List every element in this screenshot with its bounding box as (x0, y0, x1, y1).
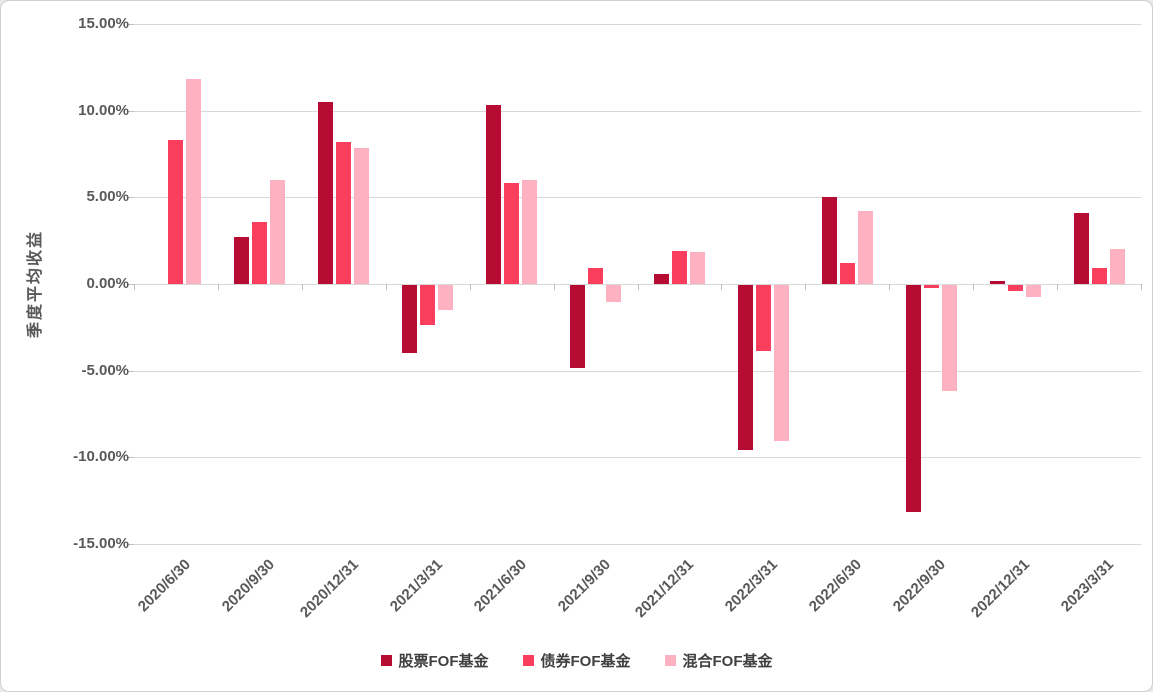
bar (270, 180, 286, 284)
bar (438, 285, 454, 311)
legend-swatch-icon (380, 655, 392, 666)
legend-label: 股票FOF基金 (398, 653, 489, 670)
x-axis-tick (1057, 284, 1059, 290)
bar (941, 285, 957, 391)
x-tick-label: 2022/9/30 (890, 556, 950, 616)
bar (1073, 212, 1089, 284)
x-axis-tick (134, 284, 135, 290)
bar (420, 285, 436, 325)
gridline (134, 24, 1141, 25)
bar (588, 268, 604, 284)
bar (486, 104, 502, 284)
bar (755, 285, 771, 351)
bar (168, 140, 184, 284)
gridline (134, 544, 1141, 545)
x-axis-tick (889, 284, 891, 290)
x-tick-label: 2022/3/31 (722, 556, 782, 616)
bar (354, 147, 370, 284)
bar (1025, 285, 1041, 298)
legend-swatch-icon (664, 655, 676, 666)
y-axis-tick (128, 110, 134, 112)
x-axis-tick (301, 284, 303, 290)
x-tick-label: 2021/3/31 (386, 556, 446, 616)
legend-label: 债券FOF基金 (540, 653, 631, 670)
x-tick-label: 2021/9/30 (554, 556, 614, 616)
y-tick-label: -5.00% (81, 361, 129, 379)
bar (606, 285, 622, 303)
x-axis-tick (721, 284, 723, 290)
x-axis-tick (1141, 284, 1142, 290)
x-axis-tick (973, 284, 975, 290)
y-axis-tick (128, 197, 134, 199)
bar (504, 182, 520, 284)
bar (671, 251, 687, 284)
bar (821, 197, 837, 284)
bar (737, 285, 753, 450)
y-axis-tick (128, 284, 134, 285)
bar (773, 285, 789, 441)
y-axis-tick (128, 370, 134, 372)
x-tick-label: 2023/3/31 (1057, 556, 1118, 616)
bar (1091, 268, 1107, 284)
bar (653, 273, 669, 284)
x-tick-label: 2020/6/30 (134, 556, 194, 616)
x-axis-tick (637, 284, 639, 290)
x-tick-label: 2022/6/30 (806, 556, 866, 616)
bar (570, 285, 586, 369)
bar (318, 102, 334, 284)
x-axis-tick (217, 284, 219, 290)
legend-item-3: 混合FOF基金 (664, 650, 773, 671)
x-axis-tick (805, 284, 807, 290)
bar (234, 237, 250, 284)
bar (1007, 285, 1023, 292)
bar (857, 211, 873, 284)
gridline (134, 370, 1141, 372)
bar (689, 251, 705, 284)
legend-label: 混合FOF基金 (682, 653, 773, 670)
y-tick-label: 10.00% (78, 101, 129, 119)
x-tick-label: 2022/12/31 (968, 556, 1034, 622)
bar (923, 285, 939, 288)
x-axis-tick (385, 284, 387, 290)
x-tick-label: 2020/9/30 (218, 556, 278, 616)
legend-item-1: 股票FOF基金 (380, 650, 489, 671)
y-tick-label: 5.00% (86, 188, 129, 206)
x-axis-tick (553, 284, 555, 290)
bar (186, 79, 202, 284)
x-tick-label: 2021/12/31 (632, 556, 698, 622)
gridline (134, 110, 1141, 112)
bar (839, 263, 855, 284)
y-tick-label: -10.00% (73, 448, 129, 466)
y-tick-label: 0.00% (86, 275, 129, 292)
bar (402, 285, 418, 353)
gridline (134, 457, 1141, 459)
bar (522, 180, 538, 284)
y-axis-tick (128, 457, 134, 459)
y-axis-tick (128, 544, 134, 545)
y-axis-tick (128, 24, 134, 25)
gridline (134, 197, 1141, 199)
y-tick-label: -15.00% (73, 535, 129, 552)
bar (905, 285, 921, 513)
legend-item-2: 债券FOF基金 (522, 650, 631, 671)
legend-swatch-icon (522, 655, 534, 666)
chart-legend: 股票FOF基金 债券FOF基金 混合FOF基金 (1, 650, 1152, 671)
bar (989, 281, 1005, 284)
bar (1109, 249, 1125, 284)
x-tick-label: 2020/12/31 (296, 556, 362, 622)
bar (252, 221, 268, 284)
bar (336, 141, 352, 284)
y-tick-label: 15.00% (78, 15, 129, 32)
x-axis-tick (469, 284, 471, 290)
x-tick-label: 2021/6/30 (470, 556, 530, 616)
